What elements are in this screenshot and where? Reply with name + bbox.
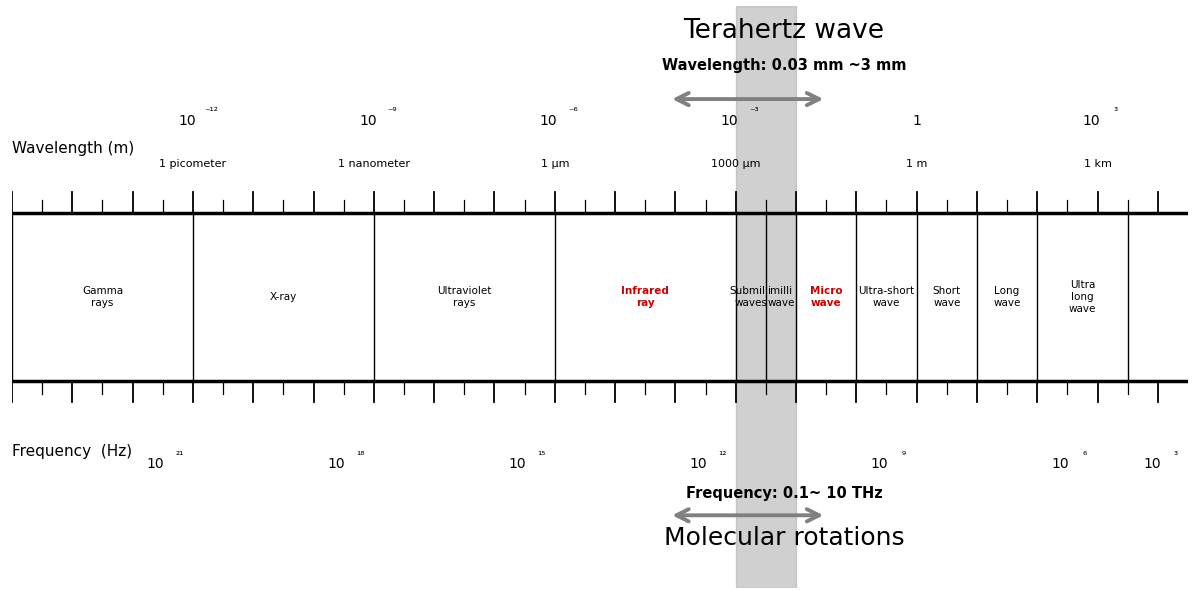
Text: 1 km: 1 km [1084,159,1111,169]
Text: X-ray: X-ray [270,292,298,302]
Text: Terahertz wave: Terahertz wave [684,18,884,43]
Text: 10: 10 [178,114,196,128]
Text: 1: 1 [912,114,922,128]
Text: 1 nanometer: 1 nanometer [338,159,410,169]
Bar [736,6,796,588]
Text: 10: 10 [328,457,346,471]
Text: 10: 10 [359,114,377,128]
Text: 10: 10 [690,457,707,471]
Text: 1000 μm: 1000 μm [710,159,761,169]
Text: ⁻⁶: ⁻⁶ [568,106,577,116]
Text: ⁻³: ⁻³ [749,106,758,116]
Text: ¹²: ¹² [719,451,727,462]
Text: Submilli
waves: Submilli waves [730,286,772,308]
Text: ⁻¹²: ⁻¹² [204,106,218,116]
Text: 10: 10 [509,457,526,471]
Text: Gamma
rays: Gamma rays [82,286,124,308]
Text: 10: 10 [1144,457,1160,471]
Text: ⁹: ⁹ [901,451,906,462]
Text: milli
wave: milli wave [767,286,794,308]
Text: ⁻⁹: ⁻⁹ [388,106,397,116]
Text: Frequency  (Hz): Frequency (Hz) [12,444,132,459]
Text: ⁶: ⁶ [1082,451,1086,462]
Text: 1 picometer: 1 picometer [160,159,227,169]
Text: ³: ³ [1114,106,1117,116]
Text: Ultra
long
wave: Ultra long wave [1069,280,1096,314]
Text: 10: 10 [146,457,164,471]
Text: ³: ³ [1174,451,1178,462]
Text: Wavelength (m): Wavelength (m) [12,141,134,156]
Text: Ultraviolet
rays: Ultraviolet rays [437,286,492,308]
Text: Long
wave: Long wave [994,286,1021,308]
Text: 10: 10 [870,457,888,471]
Text: 10: 10 [721,114,738,128]
Text: Micro
wave: Micro wave [810,286,842,308]
Text: 10: 10 [1051,457,1069,471]
Text: Molecular rotations: Molecular rotations [664,526,905,550]
Text: 1 m: 1 m [906,159,928,169]
Text: 1 μm: 1 μm [540,159,569,169]
Text: 10: 10 [1082,114,1100,128]
Text: Wavelength: 0.03 mm ~3 mm: Wavelength: 0.03 mm ~3 mm [661,58,906,73]
Text: Infrared
ray: Infrared ray [622,286,670,308]
Text: ¹⁸: ¹⁸ [356,451,365,462]
Text: Ultra-short
wave: Ultra-short wave [858,286,914,308]
Text: ¹⁵: ¹⁵ [538,451,546,462]
Text: 10: 10 [540,114,558,128]
Text: Frequency: 0.1~ 10 THz: Frequency: 0.1~ 10 THz [685,486,882,501]
Text: Short
wave: Short wave [932,286,961,308]
Text: ²¹: ²¹ [175,451,184,462]
